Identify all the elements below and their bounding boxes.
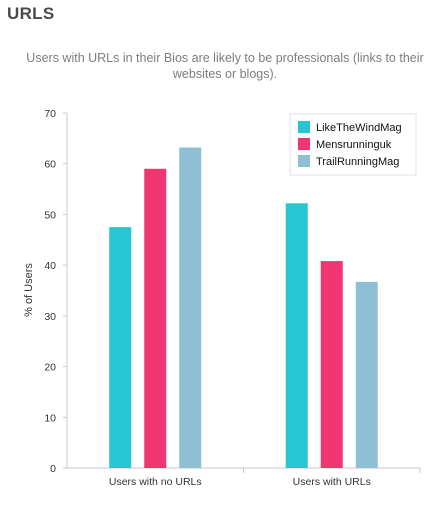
bar-mensrunninguk-2 <box>320 261 343 468</box>
x-axis-ticks: Users with no URLs Users with URLs <box>109 468 421 488</box>
y-axis-ticks: 0 10 20 30 40 50 60 70 <box>44 108 67 475</box>
y-tick-label: 30 <box>44 311 56 323</box>
bar-likethewindmag-2 <box>285 203 308 468</box>
bar-trailrunningmag-2 <box>355 281 378 468</box>
legend-swatch <box>298 155 310 167</box>
y-tick-label: 60 <box>44 159 56 171</box>
y-tick-label: 70 <box>44 108 56 120</box>
legend-swatch <box>298 138 310 150</box>
y-tick-label: 10 <box>44 412 56 424</box>
bars <box>109 147 378 469</box>
legend-label: LikeTheWindMag <box>316 122 402 134</box>
legend-swatch <box>298 121 310 133</box>
chart-title: Users with URLs in their Bios are likely… <box>26 51 424 81</box>
y-tick-label: 50 <box>44 209 56 221</box>
bar-mensrunninguk-1 <box>144 168 167 469</box>
page-title: URLS <box>7 4 55 23</box>
bar-likethewindmag-1 <box>109 227 132 468</box>
legend-label: TrailRunningMag <box>316 156 399 168</box>
legend-label: Mensrunninguk <box>316 139 392 151</box>
legend: LikeTheWindMag Mensrunninguk TrailRunningM… <box>289 113 417 176</box>
x-tick-label: Users with URLs <box>293 476 371 488</box>
bar-trailrunningmag-1 <box>179 147 202 468</box>
y-axis-label: % of Users <box>23 263 35 317</box>
legend-box <box>289 113 417 176</box>
y-tick-label: 40 <box>44 260 56 272</box>
x-tick-label: Users with no URLs <box>109 476 202 488</box>
y-tick-label: 20 <box>44 362 56 374</box>
y-tick-label: 0 <box>50 463 56 475</box>
